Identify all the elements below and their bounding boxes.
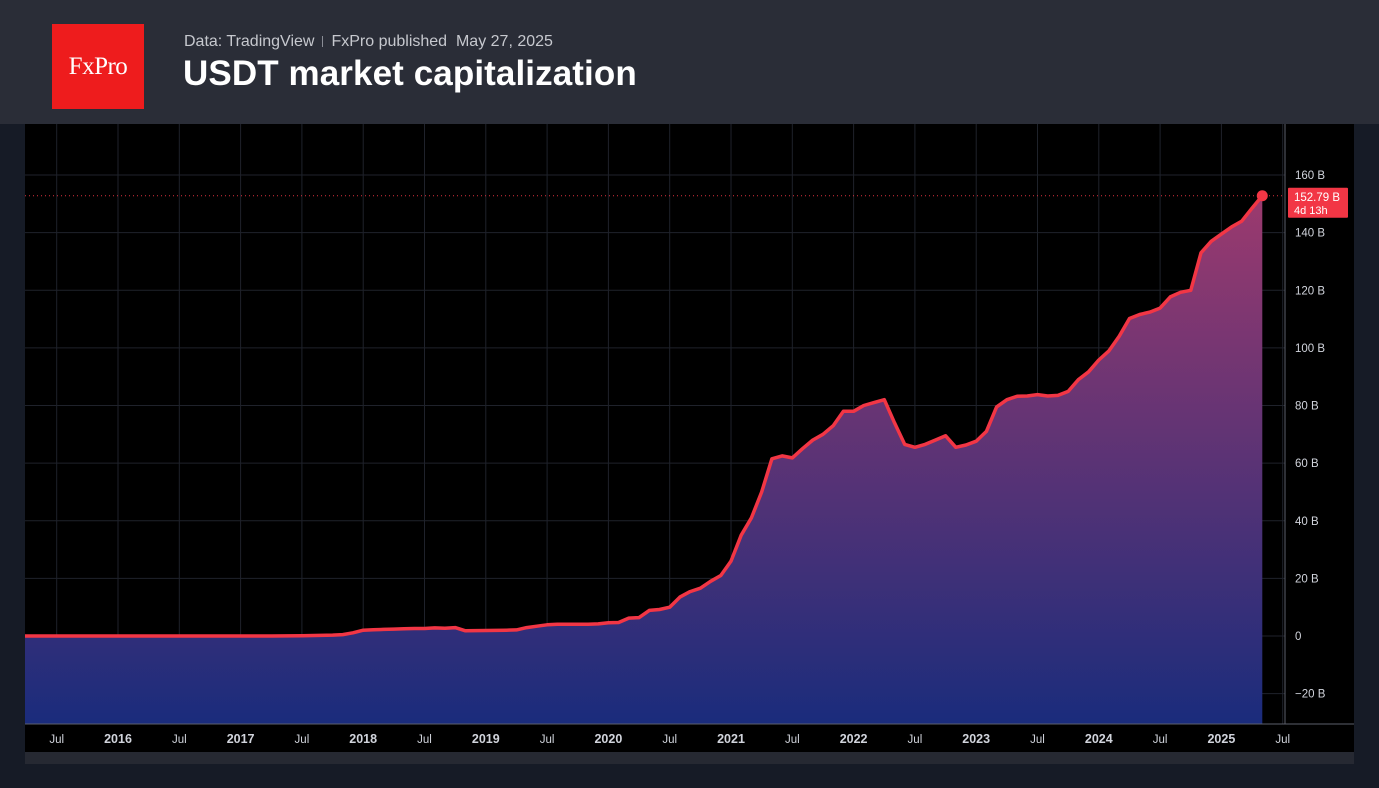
x-tick-label: Jul	[49, 734, 64, 746]
header-bar: FxPro Data: TradingView FxPro published M…	[0, 0, 1379, 124]
publish-date: May 27, 2025	[455, 33, 553, 50]
x-tick-label: Jul	[1030, 734, 1045, 746]
x-tick-label: 2021	[717, 732, 745, 746]
countdown-label: 4d 13h	[1294, 205, 1328, 217]
x-tick-label: Jul	[1153, 734, 1168, 746]
chart-meta: Data: TradingView FxPro published May 27,…	[184, 33, 553, 51]
y-tick-label: 100 B	[1295, 343, 1325, 355]
x-tick-label: 2023	[962, 732, 990, 746]
x-tick-label: 2024	[1085, 732, 1113, 746]
x-tick-label: Jul	[662, 734, 677, 746]
series-line	[23, 194, 1265, 638]
chart-title: USDT market capitalization	[183, 54, 637, 93]
x-tick-label: Jul	[1275, 734, 1290, 746]
x-axis: Jul 2016 Jul 2017 Jul 2018 Jul 2019 Jul 2020 Jul 20…	[25, 723, 1354, 746]
x-tick-label: 2018	[349, 732, 377, 746]
y-tick-label: 20 B	[1295, 573, 1319, 585]
y-tick-label: 80 B	[1295, 401, 1319, 413]
x-tick-label: 2020	[594, 732, 622, 746]
data-source: Data: TradingView	[184, 33, 315, 50]
last-value-markers: 152.79 B4d 13h	[25, 187, 1348, 218]
x-tick-label: Jul	[785, 734, 800, 746]
y-tick-label: 40 B	[1295, 516, 1319, 528]
publisher-label: FxPro published	[331, 33, 448, 50]
y-tick-label: −20 B	[1295, 689, 1326, 701]
last-value-label: 152.79 B	[1294, 192, 1340, 204]
x-tick-label: 2017	[227, 732, 255, 746]
y-tick-label: 60 B	[1295, 458, 1319, 470]
last-value-badge	[1288, 187, 1348, 218]
y-tick-label: 0	[1295, 631, 1301, 643]
chart-panel: 160 B 140 B 120 B 100 B 80 B 60 B 40 B 20 B 0 −20…	[23, 124, 1354, 764]
meta-separator	[322, 36, 324, 47]
x-tick-label: Jul	[417, 734, 432, 746]
x-tick-label: 2022	[840, 732, 868, 746]
y-tick-label: 160 B	[1295, 170, 1325, 182]
x-tick-label: 2025	[1207, 732, 1235, 746]
x-tick-label: Jul	[908, 734, 923, 746]
y-tick-label: 120 B	[1295, 285, 1325, 297]
y-axis: 160 B 140 B 120 B 100 B 80 B 60 B 40 B 20 B 0 −20…	[1284, 124, 1326, 724]
area-layer	[23, 194, 1265, 725]
series-area	[25, 195, 1263, 725]
bottom-strip	[25, 752, 1354, 764]
last-point-dot	[1256, 190, 1268, 202]
x-tick-label: Jul	[172, 734, 187, 746]
y-tick-label: 140 B	[1295, 228, 1325, 240]
market-cap-chart: 160 B 140 B 120 B 100 B 80 B 60 B 40 B 20 B 0 −20…	[23, 124, 1354, 746]
x-tick-label: Jul	[295, 734, 310, 746]
x-tick-label: Jul	[540, 734, 555, 746]
fxpro-logo: FxPro	[52, 24, 144, 109]
x-tick-label: 2016	[104, 732, 132, 746]
x-tick-label: 2019	[472, 732, 500, 746]
